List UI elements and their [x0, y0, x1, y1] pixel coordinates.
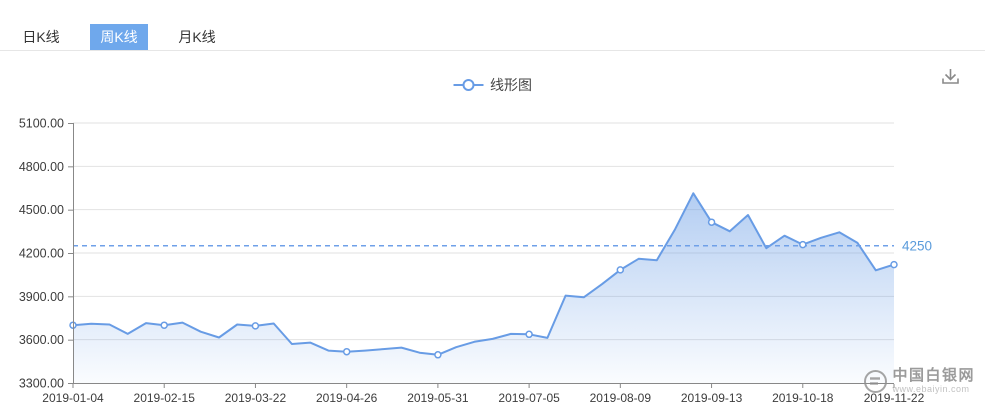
tab-monthly-kline[interactable]: 月K线: [178, 29, 216, 45]
line-series-legend-icon: [453, 78, 483, 92]
legend-label: 线形图: [490, 77, 532, 93]
y-axis-label: 4800.00: [19, 160, 64, 174]
data-point-marker: [342, 347, 351, 356]
x-axis-label: 2019-09-13: [681, 391, 743, 405]
tab-daily-kline[interactable]: 日K线: [22, 29, 60, 45]
data-point-marker: [799, 240, 807, 249]
data-point-marker: [434, 351, 442, 359]
markline-label: 4250: [902, 238, 932, 253]
y-axis-label: 3300.00: [19, 377, 64, 391]
x-axis-label: 2019-11-22: [864, 391, 925, 405]
x-axis-labels: 2019-01-04 2019-02-15 2019-03-22 2019-04-26…: [42, 384, 925, 405]
data-point-marker: [616, 266, 625, 274]
y-axis-label: 3900.00: [19, 290, 64, 304]
x-axis-label: 2019-05-31: [407, 391, 469, 405]
data-point-marker: [890, 260, 898, 269]
y-axis-label: 4200.00: [19, 247, 64, 261]
x-axis-label: 2019-04-26: [316, 391, 378, 405]
x-axis-label: 2019-02-15: [134, 391, 196, 405]
chart-area[interactable]: 4250 3300.00 3600.00 3900.00 4200.00 4500.00 4…: [0, 94, 985, 414]
data-point-marker: [525, 330, 533, 339]
data-point-marker: [707, 218, 716, 226]
x-axis-label: 2019-08-09: [590, 391, 652, 405]
y-axis-labels: 3300.00 3600.00 3900.00 4200.00 4500.00 4800.…: [19, 117, 73, 391]
x-axis-label: 2019-01-04: [42, 391, 104, 405]
legend-item-line-series[interactable]: 线形图: [453, 75, 532, 95]
x-axis-label: 2019-07-05: [498, 391, 560, 405]
x-axis-label: 2019-10-18: [772, 391, 834, 405]
download-icon[interactable]: [938, 65, 963, 90]
line-chart-canvas[interactable]: 4250 3300.00 3600.00 3900.00 4200.00 4500.00 4…: [0, 94, 985, 414]
data-point-marker: [251, 322, 260, 330]
tabbar-divider: [0, 50, 985, 51]
kline-period-tabbar: 日K线 周K线 月K线: [12, 24, 246, 50]
y-axis-label: 4500.00: [19, 203, 64, 217]
y-axis-label: 3600.00: [19, 333, 64, 347]
x-axis-label: 2019-03-22: [225, 391, 287, 405]
tab-weekly-kline[interactable]: 周K线: [90, 24, 148, 50]
data-point-marker: [160, 321, 168, 329]
y-axis-label: 5100.00: [19, 117, 64, 131]
series-line: [72, 192, 895, 356]
series-area: [73, 193, 894, 383]
